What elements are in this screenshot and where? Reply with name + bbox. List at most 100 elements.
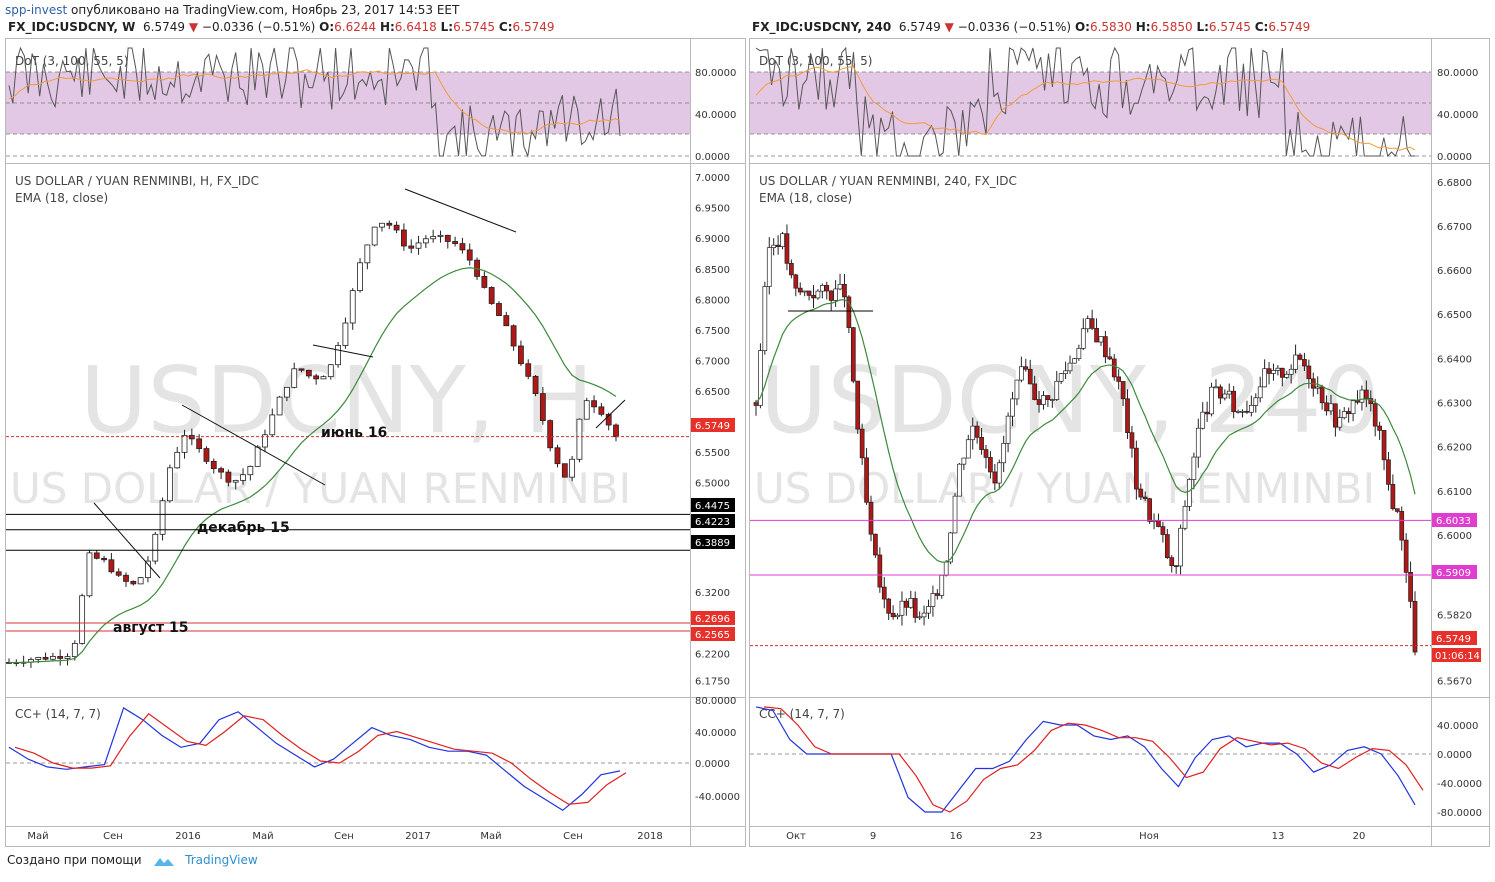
left-symbol: FX_IDC:USDCNY, W (8, 20, 136, 34)
right-candle (833, 288, 838, 301)
author-link[interactable]: spp-invest (5, 3, 68, 17)
right-candle (1381, 430, 1387, 461)
right-price-tick: 6.6000 (1437, 531, 1472, 542)
right-candle (1403, 539, 1409, 573)
left-cc-slow (14, 712, 627, 805)
left-candle (583, 400, 590, 420)
right-candle (859, 428, 865, 459)
left-candle (262, 434, 268, 448)
right-candle (1111, 358, 1117, 378)
publish-header: spp-invest опубликовано на TradingView.c… (5, 3, 459, 17)
left-level-price: 6.5749 (695, 421, 730, 432)
tradingview-link[interactable]: TradingView (185, 853, 258, 867)
left-candle (57, 656, 64, 659)
right-candle (1103, 336, 1108, 358)
left-time-tick: Май (27, 831, 48, 842)
left-price-tick: 6.7500 (695, 326, 730, 337)
right-candle (1164, 534, 1170, 558)
right-candle (1125, 398, 1130, 434)
right-candle (1363, 389, 1369, 399)
left-candle (71, 643, 78, 658)
right-candle (1067, 362, 1073, 372)
right-candle (1200, 411, 1206, 429)
right-dot-tick: 0.0000 (1437, 152, 1472, 163)
right-candle (1204, 411, 1210, 415)
right-candle (1293, 354, 1298, 370)
left-candle (532, 375, 539, 394)
right-candle (1058, 373, 1064, 382)
right-countdown: 01:06:14 (1435, 651, 1480, 662)
left-price-tick: 6.3200 (695, 588, 730, 599)
right-candle (850, 327, 856, 382)
right-time-tick: 20 (1353, 831, 1366, 842)
left-candle (305, 369, 312, 377)
left-candle (422, 238, 429, 244)
right-candle (1284, 373, 1290, 378)
right-candle (1226, 390, 1232, 395)
left-watermark-sub: US DOLLAR / YUAN RENMINBI (10, 464, 631, 513)
left-candle (269, 414, 276, 436)
left-trendline (93, 502, 161, 579)
left-candle (349, 290, 356, 324)
left-price-tick: 6.8000 (695, 295, 730, 306)
left-candle (554, 447, 561, 465)
right-price-tick: 6.5820 (1437, 610, 1472, 621)
right-candle (1218, 386, 1223, 399)
left-price-tick: 6.5000 (695, 478, 730, 489)
right-candle (908, 598, 914, 608)
right-candle (970, 425, 976, 441)
right-candle (1244, 410, 1250, 413)
left-candle (137, 577, 144, 585)
left-candle (225, 471, 232, 483)
right-level-labels: 6.6033 6.5909 6.5749 01:06:14 (1432, 513, 1481, 662)
right-candle (1182, 505, 1188, 529)
left-candle (503, 315, 510, 327)
right-candle (1156, 520, 1161, 527)
right-price-tick: 6.6800 (1437, 178, 1472, 189)
left-level-3: 6.3889 (695, 538, 730, 549)
left-candle (313, 375, 320, 380)
right-main-title: US DOLLAR / YUAN RENMINBI, 240, FX_IDC (759, 174, 1017, 188)
left-time-tick: Сен (334, 831, 354, 842)
right-candle (1253, 397, 1259, 406)
left-candle (210, 460, 217, 470)
left-candle (591, 400, 597, 408)
right-price-tick: 6.5670 (1437, 677, 1472, 688)
right-price-tick: 6.6500 (1437, 310, 1472, 321)
right-time-tick: 13 (1272, 831, 1285, 842)
left-candle (613, 424, 619, 438)
right-candle (789, 262, 794, 276)
right-candle (930, 593, 936, 607)
left-dot-slow (8, 69, 621, 135)
right-candle (753, 402, 759, 406)
left-candle (101, 557, 107, 561)
right-cc-tick: -40.0000 (1437, 779, 1482, 790)
right-candle (943, 561, 949, 576)
left-price-tick: 6.7000 (695, 356, 730, 367)
left-candle (320, 376, 327, 380)
right-candle (877, 554, 883, 588)
left-candle (240, 474, 246, 481)
left-candle (86, 552, 93, 597)
left-candle (496, 303, 502, 316)
right-candle (1054, 380, 1060, 400)
left-time-tick: Сен (103, 831, 123, 842)
annotation-aug15: август 15 (113, 620, 189, 636)
right-candle (1249, 405, 1254, 413)
right-price-tick: 6.6100 (1437, 487, 1472, 498)
right-candle (1045, 395, 1051, 400)
left-level-4: 6.2696 (695, 614, 730, 625)
right-candle (983, 449, 989, 458)
left-candle (276, 396, 283, 416)
right-cc-tick: 0.0000 (1437, 750, 1472, 761)
left-trendline (312, 344, 374, 358)
right-level-2: 6.5909 (1436, 568, 1471, 579)
right-candle (1302, 359, 1307, 367)
right-candle (1173, 565, 1179, 567)
right-candle (1275, 367, 1281, 371)
left-candle (284, 386, 290, 398)
right-candle (1098, 336, 1104, 343)
right-candle (1355, 400, 1360, 403)
right-candle (811, 295, 816, 299)
left-candle (93, 552, 100, 559)
